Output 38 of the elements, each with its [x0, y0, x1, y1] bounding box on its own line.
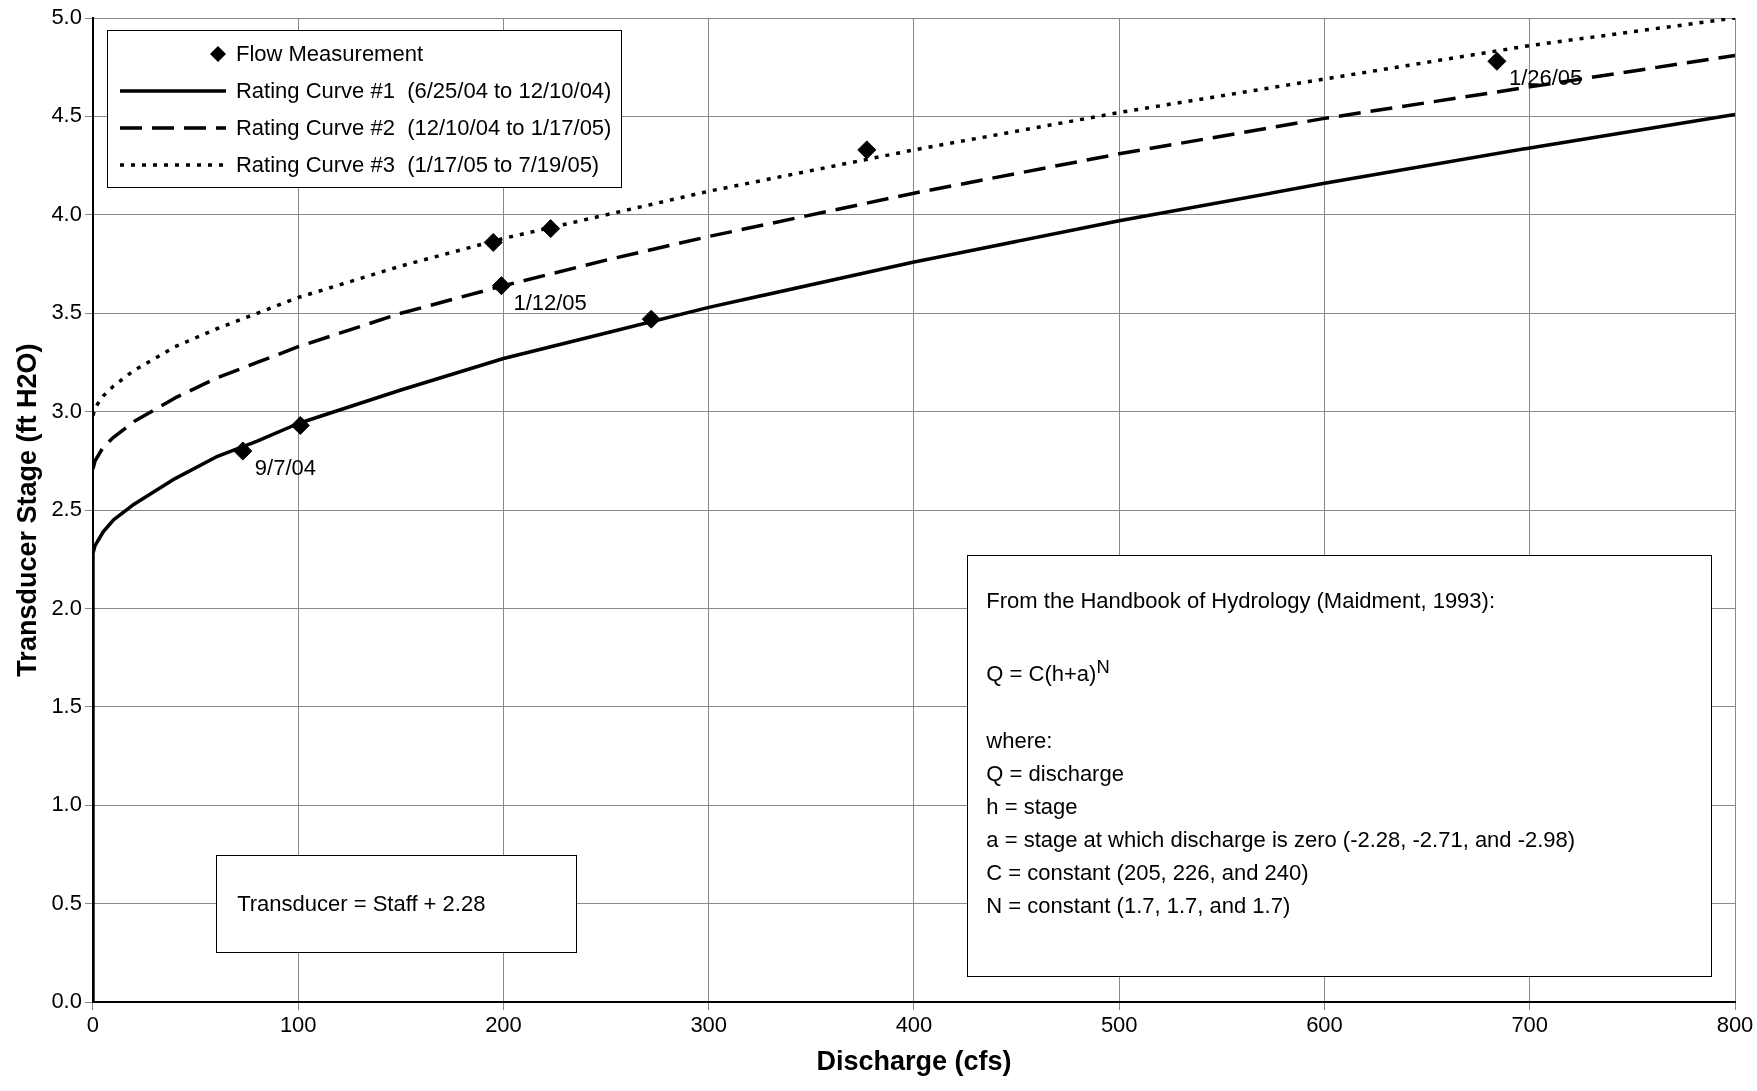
y-tick-label: 1.0: [51, 791, 82, 817]
point: [290, 415, 310, 435]
point: [1487, 51, 1507, 71]
x-tick-label: 100: [279, 1012, 317, 1038]
point: [541, 219, 561, 239]
y-tick-label: 2.0: [51, 594, 82, 620]
point: [483, 232, 503, 252]
y-tick-label: 2.5: [51, 496, 82, 522]
y-tick-label: 5.0: [51, 4, 82, 30]
point: [641, 309, 661, 329]
x-tick-label: 300: [690, 1012, 728, 1038]
y-tick-label: 1.5: [51, 693, 82, 718]
text-box: From the Handbook of Hydrology (Maidment, 1993): Q = C(h+a)$^{N}$ where: Q = discharge h = stage a = stage at which discharge is zero (-2.28, -2.71, and -2.98) C = constant (205, 226, and 240) N = constant (1.7, 1.7, and 1.7): [967, 555, 1713, 977]
point: [491, 276, 511, 296]
x-tick-label: 800: [1716, 1012, 1754, 1038]
y-tick-label: 3.5: [51, 299, 82, 325]
y-tick-label: 3.0: [51, 397, 82, 423]
x-tick-label: 0: [86, 1012, 100, 1038]
y-tick-label: 4.5: [51, 102, 82, 128]
legend-label: Rating Curve #3 (1/17/05 to 7/19/05): [235, 151, 600, 178]
y-tick-label: 0.0: [51, 988, 82, 1014]
point: [857, 140, 877, 160]
x-tick-label: 500: [1100, 1012, 1138, 1038]
y-tick-label: 0.5: [51, 889, 82, 915]
y-tick-label: 4.0: [51, 200, 82, 226]
legend-label: Flow Measurement: [235, 40, 424, 67]
annotation: 1/12/05: [513, 289, 587, 315]
annotation: 9/7/04: [254, 455, 316, 481]
legend-label: Rating Curve #1 (6/25/04 to 12/10/04): [235, 77, 612, 104]
x-tick-label: 700: [1511, 1012, 1549, 1038]
x-tick-label: 600: [1306, 1012, 1343, 1038]
x-tick-label: 400: [895, 1012, 933, 1038]
legend-label: Rating Curve #2 (12/10/04 to 1/17/05): [235, 114, 612, 141]
text-box: Transducer = Staff + 2.28: [216, 854, 578, 953]
x-tick-label: 200: [485, 1012, 522, 1038]
point: [233, 441, 253, 461]
x-axis-title: Discharge (cfs): [816, 1046, 1012, 1077]
y-axis-title: Transducer Stage (ft H2O): [11, 343, 42, 677]
